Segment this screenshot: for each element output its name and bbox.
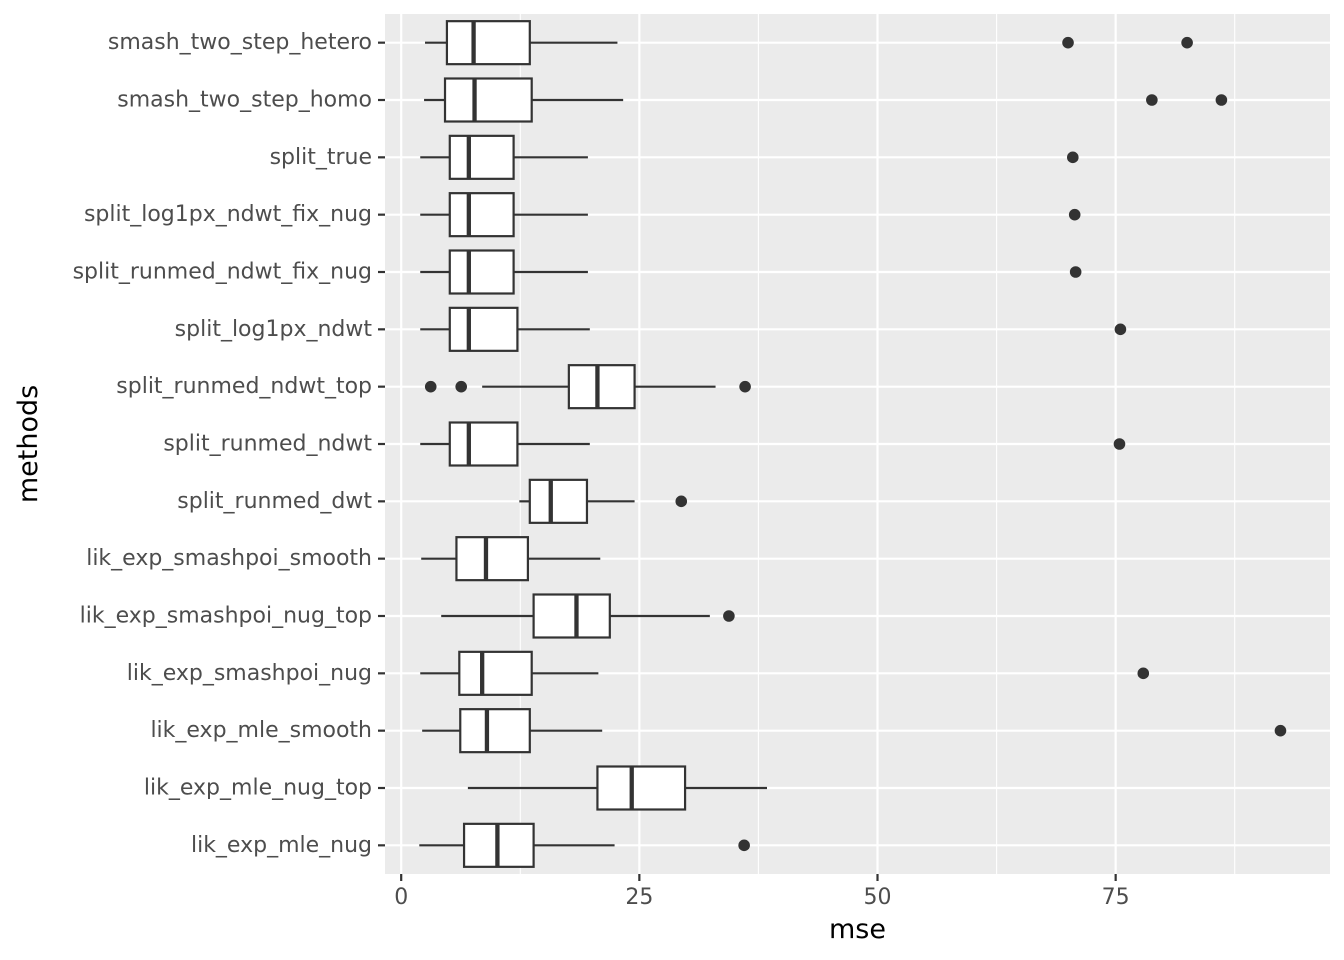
box-iqr [567, 364, 636, 410]
outlier-point [1066, 151, 1079, 164]
outlier-point [1181, 36, 1193, 49]
box-iqr [455, 536, 529, 582]
x-tick-label: 50 [864, 885, 892, 910]
box-iqr [532, 593, 611, 639]
outlier-point [424, 380, 437, 393]
box-iqr [448, 192, 515, 238]
y-tick-label: smash_two_step_homo [117, 88, 372, 113]
y-tick-label: lik_exp_mle_nug_top [144, 776, 372, 801]
y-tick-label: lik_exp_smashpoi_nug_top [80, 604, 372, 629]
box-split_runmed_ndwt [420, 421, 1126, 467]
box-iqr [459, 708, 531, 754]
box-split_log1px_ndwt_fix_nug [420, 192, 1081, 238]
y-tick-label: lik_exp_mle_smooth [150, 718, 372, 743]
box-iqr [445, 20, 531, 66]
x-tick-label: 75 [1102, 885, 1130, 910]
y-tick-label: split_runmed_ndwt_top [116, 374, 372, 399]
box-iqr [596, 765, 687, 811]
box-lik_exp_smashpoi_smooth [421, 536, 601, 582]
box-split_true [420, 134, 1079, 180]
box-lik_exp_smashpoi_nug_top [441, 593, 735, 639]
y-tick-label: split_runmed_ndwt_fix_nug [73, 260, 372, 285]
box-iqr [448, 421, 519, 467]
outlier-point [455, 380, 468, 393]
outlier-point [1069, 266, 1082, 278]
box-lik_exp_mle_smooth [422, 708, 1287, 754]
box-smash_two_step_homo [424, 77, 1228, 123]
outlier-point [1137, 667, 1150, 680]
y-tick-label: split_log1px_ndwt [175, 317, 373, 342]
y-tick-label: lik_exp_smashpoi_smooth [86, 546, 372, 571]
outlier-point [1274, 724, 1287, 737]
y-tick-label: split_runmed_ndwt [163, 432, 372, 457]
box-split_runmed_ndwt_fix_nug [420, 249, 1082, 295]
x-tick-label: 25 [625, 885, 653, 910]
box-lik_exp_mle_nug [419, 822, 750, 868]
outlier-point [723, 610, 735, 622]
box-iqr [458, 650, 533, 696]
outlier-point [1146, 94, 1158, 106]
outlier-point [1215, 94, 1228, 106]
box-smash_two_step_hetero [425, 20, 1193, 66]
box-iqr [448, 134, 515, 180]
x-axis-title: mse [829, 914, 886, 945]
box-iqr [528, 478, 589, 524]
y-tick-label: lik_exp_smashpoi_nug [127, 661, 372, 686]
box-lik_exp_smashpoi_nug [420, 650, 1150, 696]
outlier-point [1068, 208, 1081, 221]
outlier-point [1114, 323, 1127, 336]
outlier-point [675, 495, 688, 508]
y-tick-label: split_true [270, 145, 372, 170]
outlier-point [738, 839, 750, 852]
x-axis: 0 25 50 75 [394, 874, 1130, 910]
y-tick-label: lik_exp_mle_nug [191, 833, 372, 858]
box-split_log1px_ndwt [420, 306, 1127, 352]
box-lik_exp_mle_nug_top [467, 765, 768, 811]
x-tick-label: 0 [394, 885, 408, 910]
box-iqr [448, 306, 519, 352]
y-tick-label: split_log1px_ndwt_fix_nug [84, 202, 372, 227]
box-split_runmed_ndwt_top [424, 364, 751, 410]
y-axis-title: methods [13, 385, 44, 503]
outlier-point [1113, 438, 1126, 450]
y-tick-label: split_runmed_dwt [177, 489, 372, 514]
box-iqr [448, 249, 515, 295]
box-iqr [443, 77, 533, 123]
y-axis: smash_two_step_hetero smash_two_step_homo… [73, 30, 385, 858]
box-series [419, 20, 1287, 868]
outlier-point [739, 380, 751, 393]
box-split_runmed_dwt [519, 478, 688, 524]
outlier-point [1062, 36, 1074, 49]
y-tick-label: smash_two_step_hetero [108, 30, 372, 55]
